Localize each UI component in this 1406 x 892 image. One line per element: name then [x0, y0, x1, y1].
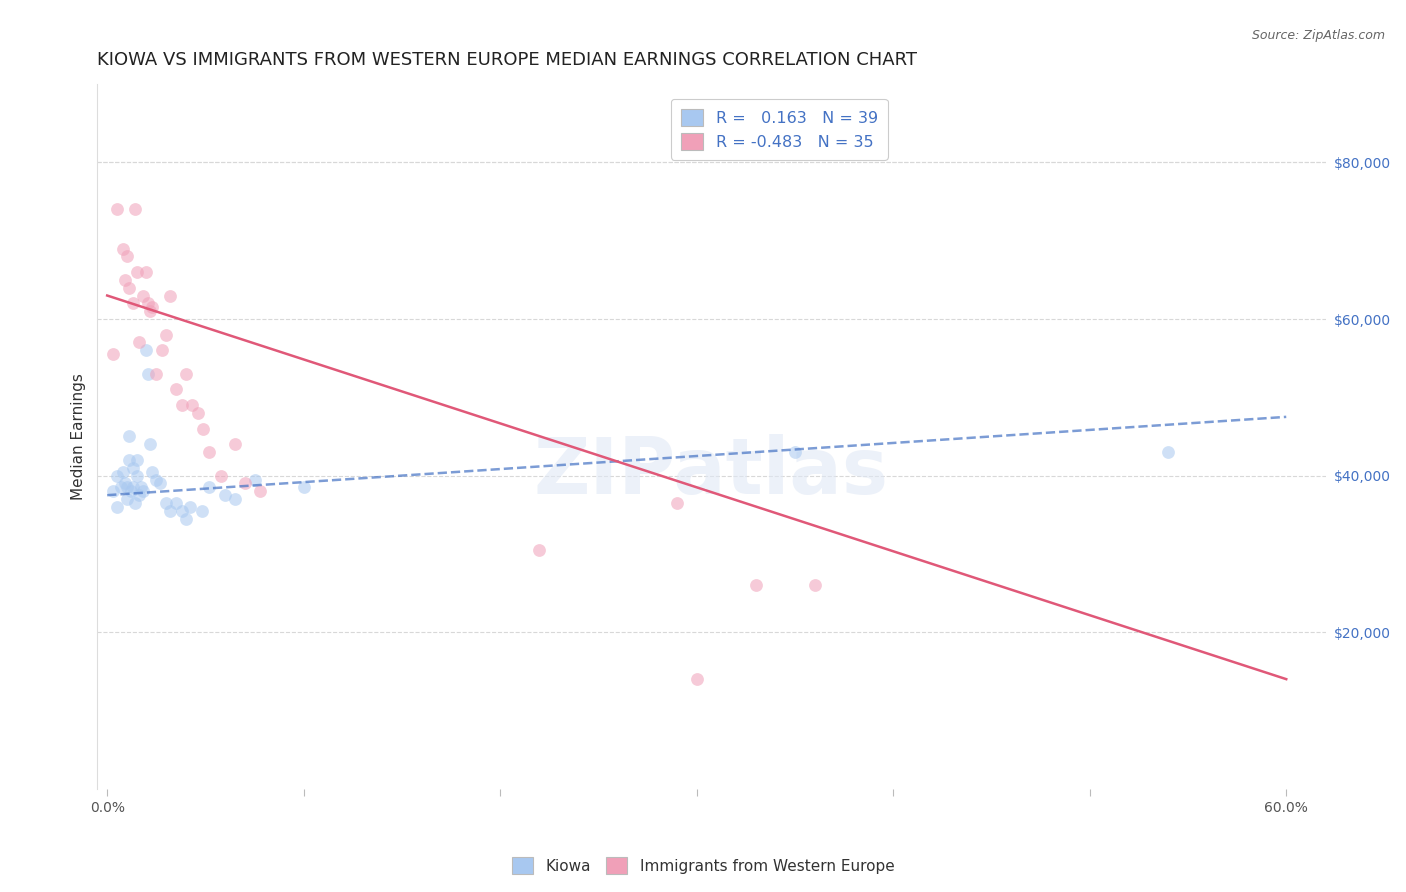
Point: [165, 496, 187, 510]
Point: [209, 468, 232, 483]
Point: [529, 543, 551, 558]
Point: [138, 296, 160, 310]
Point: [101, 347, 124, 361]
Point: [125, 453, 148, 467]
Point: [131, 288, 153, 302]
Point: [101, 484, 124, 499]
Point: [686, 672, 709, 686]
Point: [124, 202, 146, 217]
Legend: Kiowa, Immigrants from Western Europe: Kiowa, Immigrants from Western Europe: [506, 851, 900, 880]
Point: [114, 476, 136, 491]
Point: [110, 480, 132, 494]
Point: [170, 398, 193, 412]
Point: [118, 281, 141, 295]
Point: [139, 437, 162, 451]
Point: [118, 429, 141, 443]
Point: [105, 202, 128, 217]
Point: [165, 383, 187, 397]
Text: Source: ZipAtlas.com: Source: ZipAtlas.com: [1251, 29, 1385, 42]
Point: [131, 484, 153, 499]
Point: [105, 500, 128, 514]
Point: [121, 480, 143, 494]
Point: [145, 367, 167, 381]
Point: [141, 465, 163, 479]
Point: [111, 465, 134, 479]
Text: KIOWA VS IMMIGRANTS FROM WESTERN EUROPE MEDIAN EARNINGS CORRELATION CHART: KIOWA VS IMMIGRANTS FROM WESTERN EUROPE …: [97, 51, 917, 69]
Point: [145, 473, 167, 487]
Point: [180, 398, 202, 412]
Point: [150, 343, 173, 358]
Point: [159, 504, 181, 518]
Legend: R =   0.163   N = 39, R = -0.483   N = 35: R = 0.163 N = 39, R = -0.483 N = 35: [671, 99, 887, 160]
Point: [190, 504, 212, 518]
Point: [198, 480, 221, 494]
Point: [666, 496, 689, 510]
Point: [141, 300, 163, 314]
Point: [124, 496, 146, 510]
Point: [125, 468, 148, 483]
Point: [115, 480, 138, 494]
Point: [224, 437, 246, 451]
Point: [111, 242, 134, 256]
Point: [135, 265, 157, 279]
Point: [128, 335, 150, 350]
Point: [193, 422, 215, 436]
Point: [149, 476, 172, 491]
Point: [114, 273, 136, 287]
Point: [803, 578, 825, 592]
Point: [249, 484, 271, 499]
Point: [198, 445, 221, 459]
Point: [155, 496, 177, 510]
Point: [179, 500, 201, 514]
Point: [115, 491, 138, 506]
Point: [214, 488, 236, 502]
Point: [128, 488, 150, 502]
Point: [292, 480, 315, 494]
Point: [115, 249, 138, 263]
Point: [170, 504, 193, 518]
Point: [121, 460, 143, 475]
Point: [121, 296, 143, 310]
Point: [224, 491, 246, 506]
Point: [174, 511, 197, 525]
Point: [187, 406, 209, 420]
Point: [125, 265, 148, 279]
Text: ZIPatlas: ZIPatlas: [534, 434, 889, 509]
Point: [139, 304, 162, 318]
Point: [155, 327, 177, 342]
Point: [135, 343, 157, 358]
Point: [783, 445, 806, 459]
Point: [105, 468, 128, 483]
Point: [120, 484, 142, 499]
Point: [233, 476, 256, 491]
Point: [174, 367, 197, 381]
Point: [243, 473, 266, 487]
Point: [118, 453, 141, 467]
Point: [159, 288, 181, 302]
Y-axis label: Median Earnings: Median Earnings: [72, 373, 86, 500]
Point: [129, 480, 152, 494]
Point: [138, 367, 160, 381]
Point: [1157, 445, 1180, 459]
Point: [744, 578, 766, 592]
